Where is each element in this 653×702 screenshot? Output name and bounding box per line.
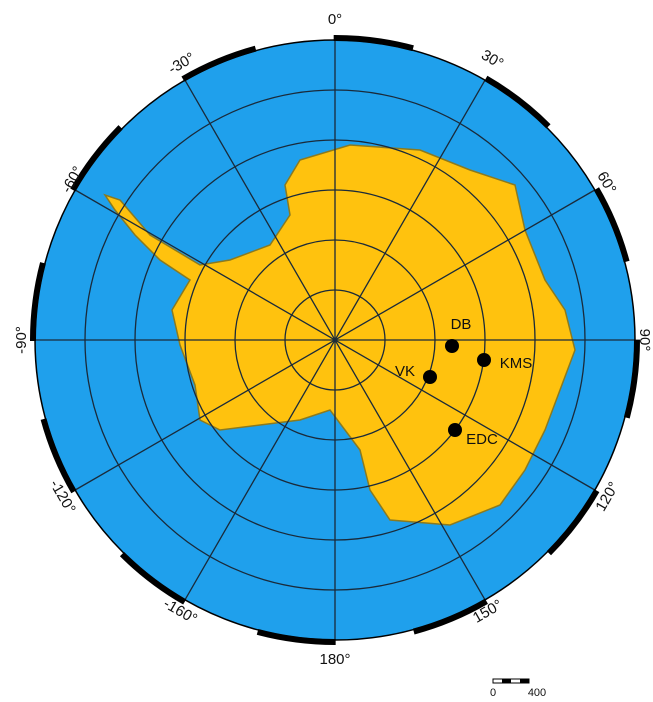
- station-marker: [423, 370, 437, 384]
- scale-bar: [492, 678, 530, 684]
- longitude-label: 30°: [478, 47, 506, 73]
- longitude-label: 180°: [319, 651, 350, 668]
- border-ticks: [30, 35, 640, 645]
- longitude-label: 90°: [636, 329, 653, 352]
- scale-label: 400: [528, 687, 546, 699]
- station-marker: [448, 423, 462, 437]
- station-label: VK: [395, 363, 415, 380]
- longitude-label: -90°: [13, 326, 30, 354]
- longitude-label: 0°: [328, 11, 342, 28]
- station-label: EDC: [466, 431, 498, 448]
- station-marker: [477, 353, 491, 367]
- station-marker: [445, 339, 459, 353]
- graticule: [35, 40, 635, 640]
- station-label: KMS: [500, 355, 533, 372]
- scale-label: 0: [490, 687, 496, 699]
- station-label: DB: [451, 316, 472, 333]
